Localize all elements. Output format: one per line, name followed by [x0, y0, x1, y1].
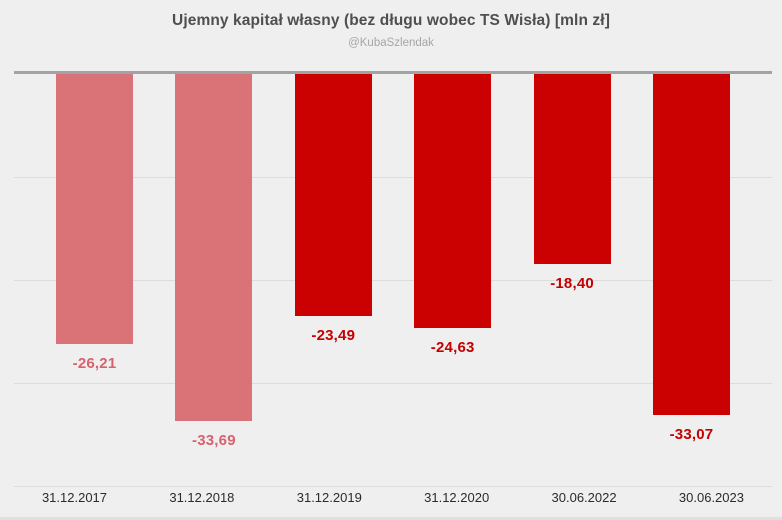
bar-30.06.2023 [652, 74, 730, 415]
gridline [14, 383, 772, 384]
bar-value-label: -23,49 [311, 326, 356, 344]
gridline [14, 177, 772, 178]
chart-subtitle: @KubaSzlendak [348, 37, 434, 49]
bottom-edge-divider [0, 517, 782, 520]
bar-31.12.2018 [175, 74, 253, 421]
x-axis-label: 30.06.2023 [678, 490, 744, 505]
bar-value-label: -24,63 [430, 338, 475, 356]
bar-value-label: -26,21 [72, 354, 117, 372]
zero-baseline [14, 71, 772, 74]
gridline [14, 280, 772, 281]
bar-value-label: -18,40 [550, 274, 594, 292]
bar-column: -33,07 [652, 74, 730, 520]
chart-title: Ujemny kapitał własny (bez długu wobec T… [172, 12, 610, 29]
bar-column: -24,63 [414, 74, 492, 520]
x-axis-label: 31.12.2020 [424, 490, 490, 505]
x-axis-labels: 31.12.2017 31.12.2018 31.12.2019 31.12.2020… [42, 490, 744, 505]
x-axis-label: 31.12.2018 [169, 490, 235, 505]
x-axis-label: 31.12.2017 [41, 490, 108, 505]
bar-column: -23,49 [294, 74, 372, 520]
bar-column: -26,21 [56, 74, 133, 520]
x-axis-label: 30.06.2022 [551, 490, 617, 505]
bar-column: -18,40 [533, 74, 611, 520]
bars-row: -26,21 -33,69 -23,49 -24,63 -18,40 -33,07 [56, 74, 730, 520]
bar-value-label: -33,07 [669, 425, 714, 443]
chart-plot-area: -26,21 -33,69 -23,49 -24,63 -18,40 -33,07 31.… [14, 71, 772, 520]
bar-value-label: -33,69 [192, 432, 236, 449]
bar-31.12.2020 [414, 74, 492, 328]
bar-31.12.2017 [56, 74, 133, 344]
bar-31.12.2019 [294, 74, 372, 316]
bar-column: -33,69 [175, 74, 253, 520]
x-axis-label: 31.12.2019 [296, 490, 362, 505]
bar-30.06.2022 [533, 74, 611, 264]
gridline [14, 486, 772, 487]
